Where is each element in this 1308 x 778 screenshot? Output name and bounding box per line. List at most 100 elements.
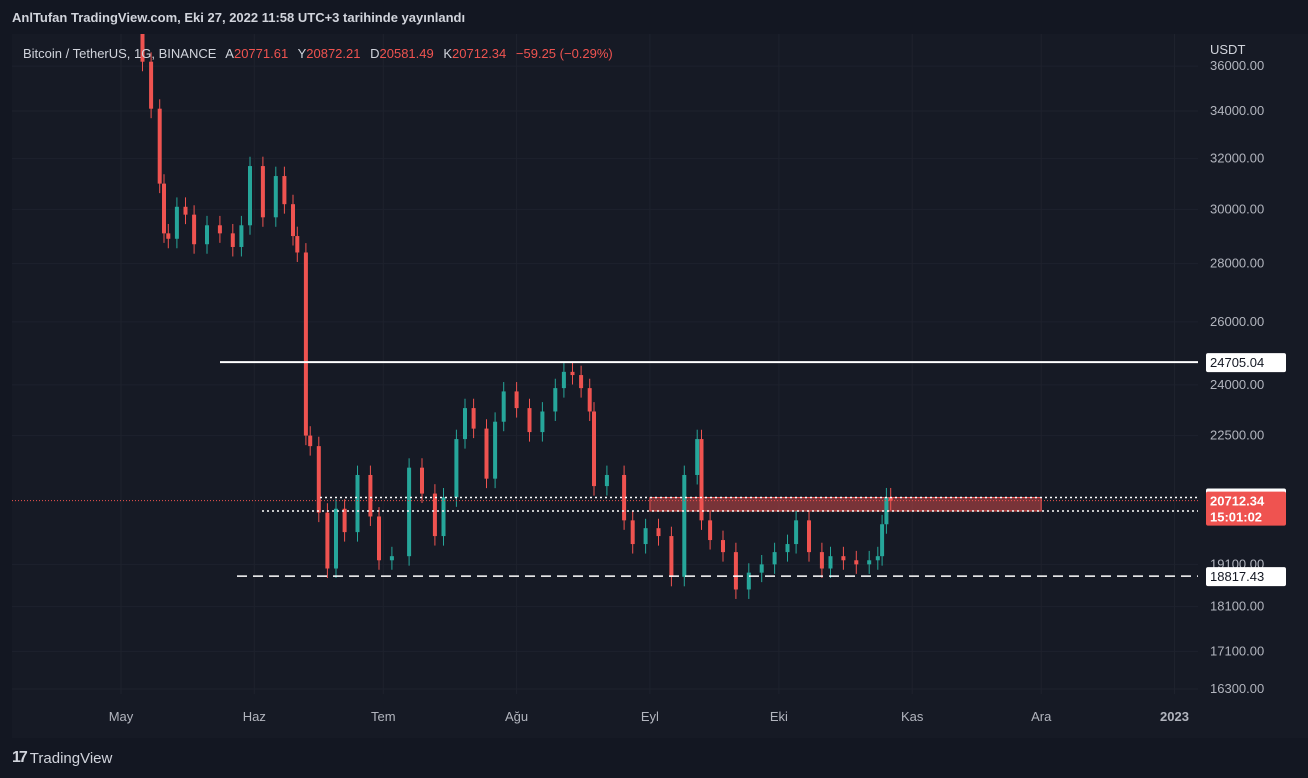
close-value: 20712.34	[452, 46, 507, 61]
candle-body	[273, 176, 278, 218]
level-price-tag: 24705.04	[1210, 355, 1264, 370]
candle-body	[291, 204, 295, 237]
last-price-tag: 20712.34	[1210, 494, 1265, 509]
candle-body	[389, 556, 394, 561]
candle-body	[888, 497, 893, 501]
candle-body	[759, 564, 764, 573]
candle-body	[239, 225, 244, 247]
y-tick-label: 30000.00	[1210, 201, 1264, 216]
candle-body	[875, 556, 880, 561]
candle-body	[368, 474, 373, 517]
x-tick-label: May	[109, 709, 134, 724]
tradingview-logo-icon[interactable]: 17	[12, 749, 28, 766]
symbol-name[interactable]: Bitcoin / TetherUS, 1G, BINANCE	[23, 46, 217, 61]
x-tick-label: 2023	[1160, 709, 1189, 724]
brand-name[interactable]: TradingView	[29, 749, 113, 767]
candle-body	[828, 556, 833, 569]
candle-body	[140, 34, 145, 62]
candle-body	[355, 474, 360, 533]
candle-body	[149, 61, 154, 109]
footer: 17 TradingView	[12, 746, 112, 770]
y-tick-label: 24000.00	[1210, 377, 1264, 392]
candle-body	[501, 391, 506, 422]
candle-body	[604, 474, 609, 487]
close-label: K	[443, 46, 453, 61]
ohlc-legend: Bitcoin / TetherUS, 1G, BINANCE A20771.6…	[23, 46, 613, 61]
candle-body	[721, 540, 725, 553]
chart-area[interactable]: USDT 36000.00 34000.00 32000.00 30000.00 2800…	[12, 34, 1308, 738]
high-label: Y	[297, 46, 307, 61]
candle-body	[192, 214, 197, 245]
y-tick-label: 32000.00	[1210, 151, 1264, 166]
candle-body	[420, 467, 424, 494]
candle-body	[166, 233, 171, 239]
candle-body	[841, 556, 846, 561]
candle-body	[454, 439, 459, 498]
candle-body	[807, 520, 811, 553]
candle-body	[570, 371, 575, 376]
y-tick-label: 22500.00	[1210, 428, 1264, 443]
candle-body	[407, 467, 412, 557]
level-price-tag: 18817.43	[1210, 569, 1264, 584]
y-tick-label: 28000.00	[1210, 256, 1264, 271]
candle-body	[484, 428, 489, 479]
candle-body	[282, 176, 287, 205]
y-tick-label: 18100.00	[1210, 599, 1264, 614]
low-value: 20581.49	[379, 46, 434, 61]
candle-body	[471, 408, 476, 429]
open-label: A	[225, 46, 234, 61]
candle-body	[794, 520, 799, 545]
candle-body	[579, 375, 584, 389]
candle-body	[867, 560, 872, 565]
y-tick-label: 17100.00	[1210, 643, 1264, 658]
candle-body	[708, 520, 713, 541]
y-tick-label: 36000.00	[1210, 58, 1264, 73]
change-value: −59.25 (−0.29%)	[515, 46, 613, 61]
candle-body	[174, 206, 179, 239]
x-tick-label: Eki	[770, 709, 788, 724]
candle-body	[592, 411, 596, 487]
x-tick-label: Eyl	[641, 709, 659, 724]
candle-body	[308, 435, 313, 447]
candle-body	[514, 391, 519, 409]
supply-zone[interactable]	[649, 497, 1042, 512]
candle-body	[527, 408, 532, 433]
candle-body	[785, 544, 790, 553]
candle-body	[682, 474, 687, 577]
candle-body	[884, 497, 889, 525]
candle-body	[772, 552, 777, 565]
candle-body	[377, 516, 381, 561]
y-tick-label: 34000.00	[1210, 103, 1264, 118]
x-tick-label: Ağu	[505, 709, 528, 724]
candle-body	[630, 520, 635, 545]
currency-label: USDT	[1210, 42, 1245, 57]
candle-body	[540, 411, 545, 433]
candle-body	[325, 512, 330, 569]
open-value: 20771.61	[233, 46, 289, 61]
candle-body	[622, 474, 627, 521]
candle-body	[880, 524, 885, 557]
candle-body	[162, 183, 166, 234]
candle-body	[295, 236, 300, 253]
candle-body	[316, 446, 321, 513]
x-tick-label: Ara	[1031, 709, 1052, 724]
last-price-tag-bg	[1206, 491, 1286, 526]
level-price-tag-bg	[1206, 567, 1286, 587]
top-bar: AnlTufan TradingView.com, Eki 27, 2022 1…	[0, 0, 1308, 36]
candle-body	[643, 528, 648, 545]
candle-body	[217, 225, 222, 234]
candle-body	[441, 497, 446, 537]
y-tick-label: 16300.00	[1210, 681, 1264, 696]
y-tick-label: 26000.00	[1210, 314, 1264, 329]
candle-body	[699, 439, 704, 521]
candle-body	[463, 408, 467, 440]
low-label: D	[370, 46, 380, 61]
candle-body	[303, 252, 308, 436]
candle-body	[854, 560, 859, 565]
candle-body	[260, 166, 265, 218]
last-price-tag-countdown: 15:01:02	[1210, 510, 1262, 525]
candle-body	[746, 572, 751, 590]
candle-body	[733, 552, 738, 590]
candle-body	[656, 528, 661, 537]
